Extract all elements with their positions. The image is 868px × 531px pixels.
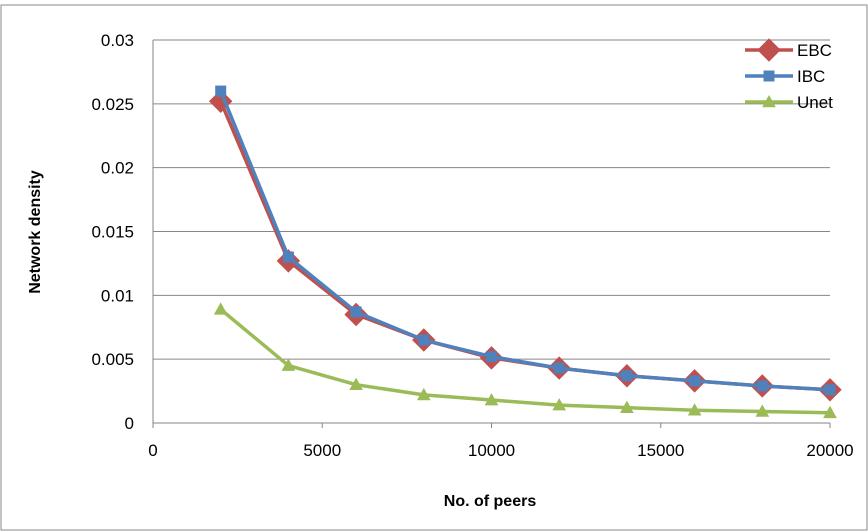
data-point-ibc [215,85,227,97]
legend-item-ebc: EBC [745,38,832,62]
gridlines [153,39,830,424]
series-unet [213,302,837,419]
data-point-unet [687,403,702,416]
data-point-ibc [418,334,430,346]
y-tick-label: 0.01 [101,286,134,305]
series-line-unet [219,308,831,415]
data-point-ibc [756,380,768,392]
y-tick-label: 0.025 [91,95,134,114]
x-tick-label: 5000 [303,441,341,460]
legend-item-ibc: IBC [745,67,825,86]
legend: EBC IBC Unet [745,38,833,112]
legend-marker-ibc [763,70,775,82]
series-group [208,85,842,419]
data-point-ibc [824,384,836,396]
data-point-unet [552,398,567,411]
y-tick-labels: 0 0.005 0.01 0.015 0.02 0.025 0.03 [91,31,134,433]
data-point-ibc [621,370,633,382]
y-axis-title: Network density [27,170,44,294]
legend-label-unet: Unet [797,93,833,112]
x-tick-labels: 0 5000 10000 15000 20000 [148,441,853,460]
chart-border [0,4,868,531]
x-tick-label: 15000 [637,441,684,460]
legend-label-ibc: IBC [797,67,825,86]
y-tick-label: 0.02 [101,159,134,178]
legend-marker-ebc [757,38,781,62]
data-point-unet [620,400,634,413]
y-tick-label: 0.005 [91,350,134,369]
y-tick-label: 0.03 [101,31,134,50]
data-point-ibc [553,362,565,374]
x-tick-label: 10000 [468,441,515,460]
data-point-ibc [689,375,701,387]
data-point-unet [213,302,228,315]
data-point-ibc [350,306,362,318]
x-tick-label: 0 [148,441,157,460]
series-line-ibc [219,90,831,392]
legend-label-ebc: EBC [797,41,832,60]
legend-marker-unet [762,94,776,108]
data-point-unet [281,358,296,371]
data-point-ibc [282,251,294,263]
data-point-unet [416,387,431,401]
y-tick-label: 0 [125,414,134,433]
x-tick-label: 20000 [806,441,853,460]
data-point-unet [349,377,363,390]
series-ibc [215,85,836,396]
legend-item-unet: Unet [745,93,833,112]
data-point-ibc [486,351,497,363]
data-point-unet [823,405,837,419]
data-point-unet [484,392,499,406]
data-point-unet [755,404,770,417]
y-tick-label: 0.015 [91,223,134,242]
x-axis-title: No. of peers [444,493,537,510]
axes [152,40,831,428]
